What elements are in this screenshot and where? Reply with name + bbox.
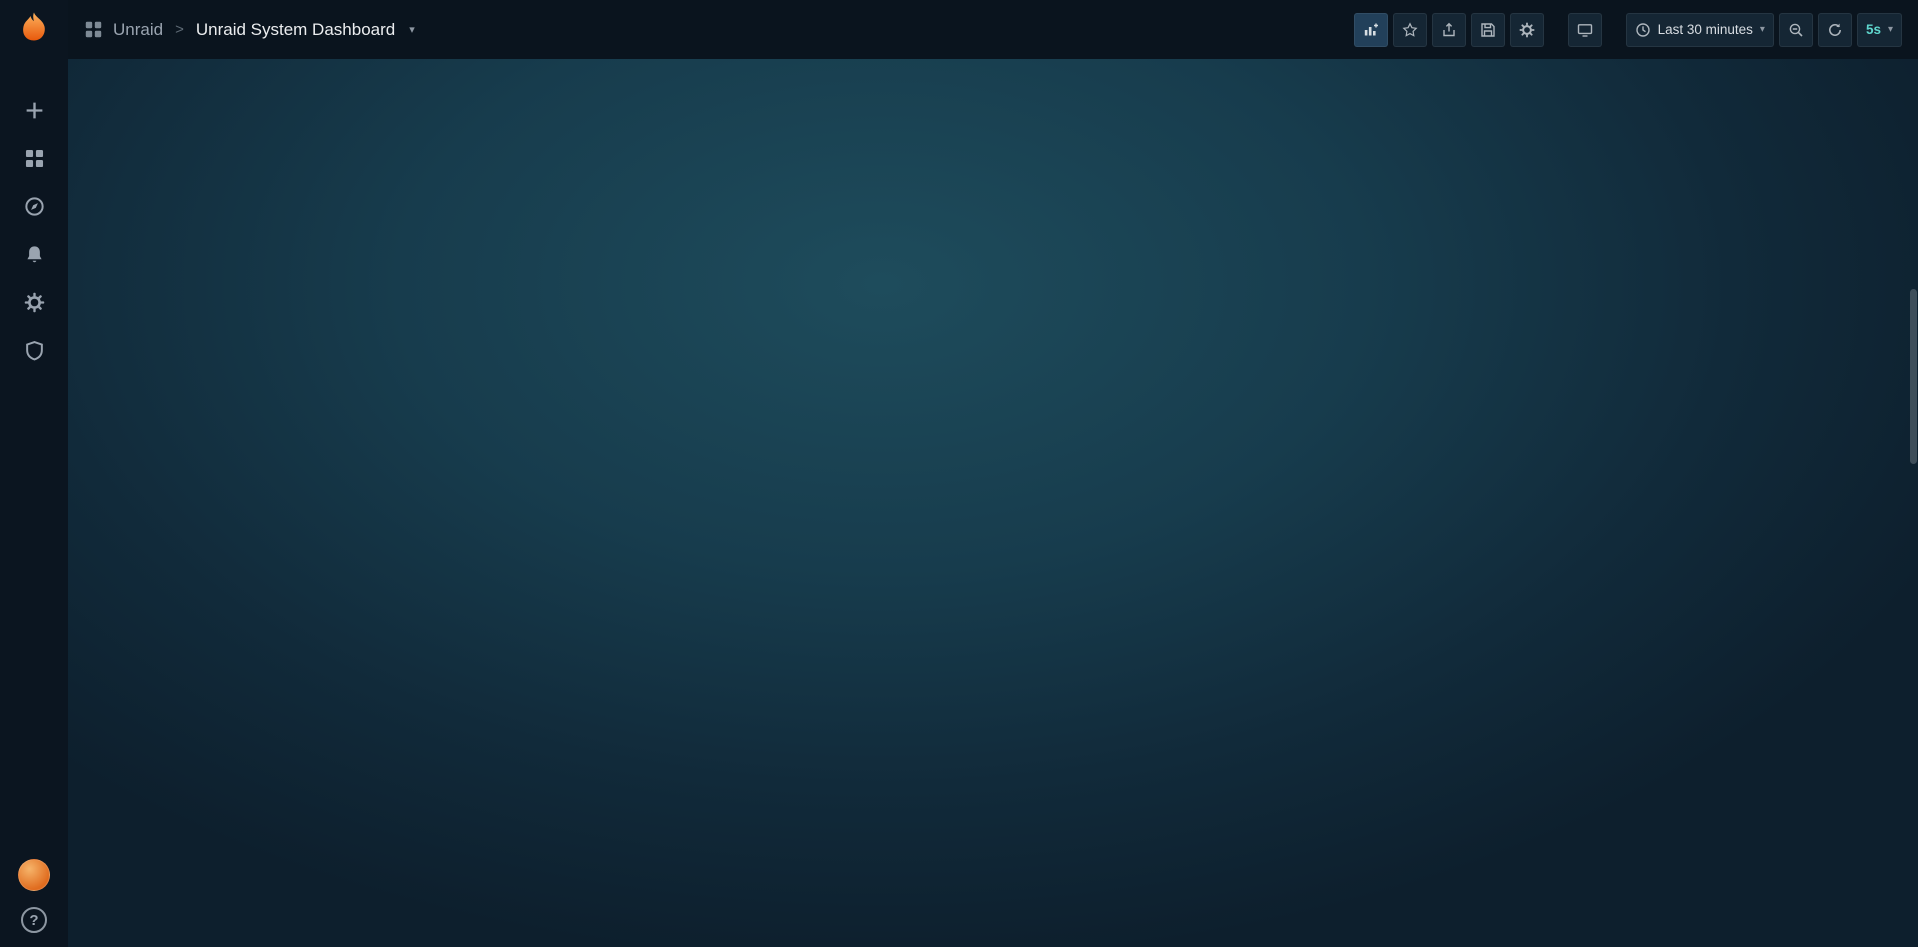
dashboard-canvas: kWh Price 0.65▾ Currency kr▾ UPS Max Out…: [68, 59, 88, 62]
user-avatar[interactable]: [18, 859, 50, 891]
create-button[interactable]: [13, 93, 55, 127]
bar-chart-add-icon: [1364, 23, 1378, 35]
configuration-button[interactable]: [13, 285, 55, 319]
caret-down-icon: ▾: [1887, 24, 1893, 35]
refresh-interval-label: 5s: [1865, 22, 1881, 37]
dashboard-picker-icon[interactable]: [84, 20, 103, 39]
time-range-label: Last 30 minutes: [1657, 22, 1753, 37]
page-scrollbar-thumb[interactable]: [1910, 289, 1917, 464]
breadcrumb-dashboard-name[interactable]: Unraid System Dashboard: [195, 19, 396, 39]
save-button[interactable]: [1470, 12, 1505, 47]
clock-icon: [1635, 22, 1650, 37]
kiosk-mode-button[interactable]: [1567, 12, 1602, 47]
sidebar-menu: [13, 93, 55, 367]
main-area: Unraid > Unraid System Dashboard ▾ Last …: [68, 0, 1918, 947]
refresh-interval-dropdown[interactable]: 5s ▾: [1856, 12, 1902, 47]
share-icon: [1442, 22, 1455, 36]
save-icon: [1480, 22, 1495, 37]
time-range-picker[interactable]: Last 30 minutes ▾: [1625, 12, 1774, 47]
sidebar: ?: [0, 0, 68, 947]
breadcrumb-caret-icon[interactable]: ▾: [409, 24, 415, 36]
star-icon: [1402, 21, 1418, 37]
page-scrollbar: [1909, 59, 1918, 947]
monitor-icon: [1577, 23, 1592, 37]
dashboard-settings-button[interactable]: [1509, 12, 1544, 47]
help-icon: ?: [29, 911, 39, 929]
help-button[interactable]: ?: [21, 907, 47, 933]
grafana-logo-icon[interactable]: [13, 9, 55, 51]
refresh-icon: [1829, 23, 1841, 36]
gear-icon: [1519, 22, 1534, 37]
top-navbar: Unraid > Unraid System Dashboard ▾ Last …: [68, 0, 1918, 59]
dashboards-button[interactable]: [13, 141, 55, 175]
zoom-out-button[interactable]: [1778, 12, 1813, 47]
refresh-button[interactable]: [1817, 12, 1852, 47]
gear-icon: [24, 292, 44, 312]
grid-icon: [25, 149, 43, 167]
caret-down-icon: ▾: [1759, 24, 1765, 35]
zoom-out-icon: [1789, 23, 1803, 37]
explore-button[interactable]: [13, 189, 55, 223]
breadcrumb-folder[interactable]: Unraid: [113, 19, 164, 39]
share-button[interactable]: [1431, 12, 1466, 47]
shield-icon: [25, 340, 43, 360]
compass-icon: [24, 196, 44, 216]
plus-icon: [26, 102, 42, 118]
alerting-button[interactable]: [13, 237, 55, 271]
breadcrumb-separator: >: [175, 21, 184, 38]
navbar-actions: Last 30 minutes ▾ 5s ▾: [1353, 12, 1902, 47]
server-admin-button[interactable]: [13, 333, 55, 367]
favorite-button[interactable]: [1392, 12, 1427, 47]
bell-icon: [26, 245, 42, 262]
add-panel-button[interactable]: [1353, 12, 1388, 47]
